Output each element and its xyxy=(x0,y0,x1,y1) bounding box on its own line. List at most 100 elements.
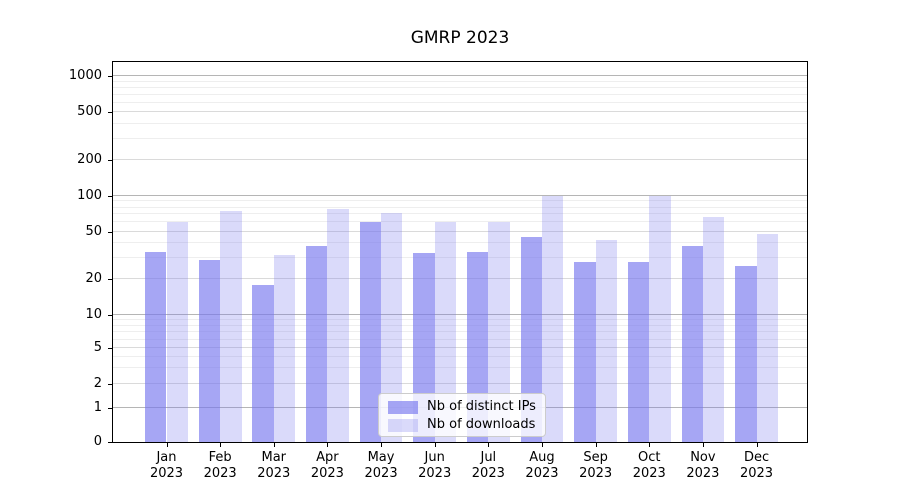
x-tick-label-may: May 2023 xyxy=(364,450,398,481)
y-tick-label-0: 0 xyxy=(93,434,102,449)
bar-distinct-ips-oct xyxy=(627,261,650,442)
gridline-600 xyxy=(113,101,807,103)
legend-label-downloads: Nb of downloads xyxy=(427,417,536,432)
bar-downloads-mar xyxy=(273,254,296,442)
bar-downloads-feb xyxy=(220,210,242,442)
gridline-2 xyxy=(113,383,807,385)
x-tick-label-oct: Oct 2023 xyxy=(632,450,666,481)
y-tick-mark-20 xyxy=(108,279,112,281)
x-tick-mark-sep xyxy=(595,443,597,447)
gridline-100 xyxy=(113,195,807,196)
gridline-50 xyxy=(113,230,807,232)
bar-distinct-ips-nov xyxy=(681,245,703,442)
gridline-40 xyxy=(113,242,807,244)
gridline-60 xyxy=(113,221,807,223)
legend: Nb of distinct IPs Nb of downloads xyxy=(378,393,546,437)
y-tick-mark-100 xyxy=(108,195,112,197)
x-tick-label-jul: Jul 2023 xyxy=(471,450,505,481)
x-tick-mark-jun xyxy=(434,443,436,447)
y-tick-mark-0 xyxy=(108,442,112,443)
x-tick-label-jan: Jan 2023 xyxy=(149,450,184,481)
bar-distinct-ips-mar xyxy=(252,284,274,442)
x-tick-label-dec: Dec 2023 xyxy=(739,450,774,481)
bar-distinct-ips-sep xyxy=(574,261,596,442)
x-tick-label-feb: Feb 2023 xyxy=(203,450,237,481)
bar-downloads-may xyxy=(381,212,403,442)
gridline-10 xyxy=(113,313,807,315)
gridline-200 xyxy=(113,158,807,160)
gridline-80 xyxy=(113,206,807,208)
gridline-8 xyxy=(113,324,807,326)
x-tick-label-nov: Nov 2023 xyxy=(686,450,720,481)
x-tick-label-aug: Aug 2023 xyxy=(525,450,559,481)
gridline-7 xyxy=(113,331,807,333)
y-tick-label-10: 10 xyxy=(85,306,102,322)
bar-downloads-nov xyxy=(702,217,725,442)
x-tick-mark-mar xyxy=(273,443,275,447)
gridline-400 xyxy=(113,122,807,124)
x-tick-mark-oct xyxy=(649,443,651,447)
y-tick-mark-200 xyxy=(108,159,112,161)
x-tick-mark-jul xyxy=(488,443,490,447)
y-tick-label-500: 500 xyxy=(77,104,102,120)
y-tick-mark-10 xyxy=(108,314,112,316)
bar-downloads-apr xyxy=(327,209,349,442)
y-tick-label-2: 2 xyxy=(93,376,102,392)
legend-swatch-distinct-ips xyxy=(388,400,418,414)
bar-distinct-ips-apr xyxy=(306,245,328,442)
x-tick-mark-aug xyxy=(541,443,543,447)
y-tick-label-1: 1 xyxy=(93,399,102,415)
gridline-500 xyxy=(113,111,807,113)
chart-title: GMRP 2023 xyxy=(410,28,510,48)
y-tick-mark-1000 xyxy=(108,76,112,78)
gridline-3 xyxy=(113,367,807,369)
y-tick-label-100: 100 xyxy=(77,187,102,203)
bar-downloads-oct xyxy=(649,196,671,442)
x-tick-label-sep: Sep 2023 xyxy=(579,450,613,481)
gridline-30 xyxy=(113,257,807,259)
bar-distinct-ips-dec xyxy=(735,265,757,442)
gridline-1000 xyxy=(113,75,807,77)
gridline-5 xyxy=(113,347,807,349)
x-tick-label-mar: Mar 2023 xyxy=(257,450,291,481)
gridline-20 xyxy=(113,278,807,280)
y-tick-mark-500 xyxy=(108,112,112,114)
gridline-9 xyxy=(113,318,807,320)
y-tick-label-50: 50 xyxy=(85,223,102,239)
x-tick-label-apr: Apr 2023 xyxy=(310,450,344,481)
y-tick-mark-50 xyxy=(108,231,112,233)
legend-entry-downloads: Nb of downloads xyxy=(388,416,536,434)
gridline-90 xyxy=(113,200,807,202)
plot-area: Nb of distinct IPs Nb of downloads xyxy=(112,61,808,443)
bar-downloads-jan xyxy=(166,222,188,442)
y-tick-mark-1 xyxy=(108,407,112,409)
gridline-300 xyxy=(113,137,807,139)
gridline-6 xyxy=(113,338,807,340)
bar-downloads-jul xyxy=(488,222,510,442)
bar-distinct-ips-jan xyxy=(145,251,167,442)
y-tick-mark-5 xyxy=(108,348,112,350)
bar-downloads-dec xyxy=(756,233,778,442)
gridline-4 xyxy=(113,356,807,358)
legend-label-distinct-ips: Nb of distinct IPs xyxy=(427,399,536,414)
bar-distinct-ips-feb xyxy=(198,260,221,442)
gridline-900 xyxy=(113,80,807,82)
x-tick-mark-dec xyxy=(756,443,758,447)
y-tick-label-5: 5 xyxy=(93,340,102,356)
x-tick-label-jun: Jun 2023 xyxy=(418,450,452,481)
gridline-700 xyxy=(113,93,807,95)
y-tick-label-20: 20 xyxy=(85,271,102,287)
y-tick-label-200: 200 xyxy=(77,151,102,167)
legend-entry-distinct-ips: Nb of distinct IPs xyxy=(388,398,536,416)
bar-downloads-sep xyxy=(595,239,617,442)
x-tick-mark-nov xyxy=(702,443,704,447)
x-tick-mark-jan xyxy=(166,443,168,447)
x-tick-mark-may xyxy=(381,443,383,447)
bar-distinct-ips-aug xyxy=(520,237,542,442)
bar-downloads-jun xyxy=(434,222,457,442)
gridline-70 xyxy=(113,213,807,215)
y-tick-mark-2 xyxy=(108,384,112,386)
legend-swatch-downloads xyxy=(388,418,418,432)
bar-downloads-aug xyxy=(541,196,564,442)
